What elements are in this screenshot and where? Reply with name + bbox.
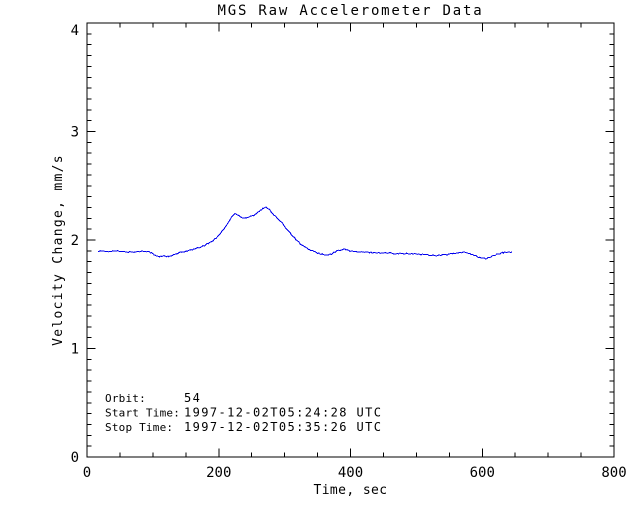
annotation-start-time-value: 1997-12-02T05:24:28 UTC xyxy=(184,406,382,420)
y-tick-label: 0 xyxy=(71,450,79,466)
annotation-stop-time-label: Stop Time: xyxy=(105,421,173,434)
annotation-stop-time-value: 1997-12-02T05:35:26 UTC xyxy=(184,420,382,434)
y-tick-label: 2 xyxy=(71,233,79,249)
y-tick-label: 1 xyxy=(71,342,79,358)
y-tick-label: 4 xyxy=(71,23,79,39)
plot-title: MGS Raw Accelerometer Data xyxy=(218,3,484,19)
axes-box xyxy=(86,22,615,458)
annotation-start-time-label: Start Time: xyxy=(105,407,180,420)
x-tick-label: 400 xyxy=(338,465,363,481)
x-axis-title: Time, sec xyxy=(313,483,387,498)
x-tick-label: 200 xyxy=(206,465,231,481)
annotation-block: Orbit: 54 Start Time: 1997-12-02T05:24:2… xyxy=(105,391,382,434)
annotation-orbit-value: 54 xyxy=(184,391,201,405)
y-axis-title: Velocity Change, mm/s xyxy=(51,154,66,346)
annotation-orbit-label: Orbit: xyxy=(105,392,146,405)
x-tick-label: 800 xyxy=(601,465,626,481)
data-series-line xyxy=(98,206,513,260)
y-tick-label: 3 xyxy=(71,125,79,141)
x-tick-label: 600 xyxy=(470,465,495,481)
x-tick-label: 0 xyxy=(83,465,91,481)
